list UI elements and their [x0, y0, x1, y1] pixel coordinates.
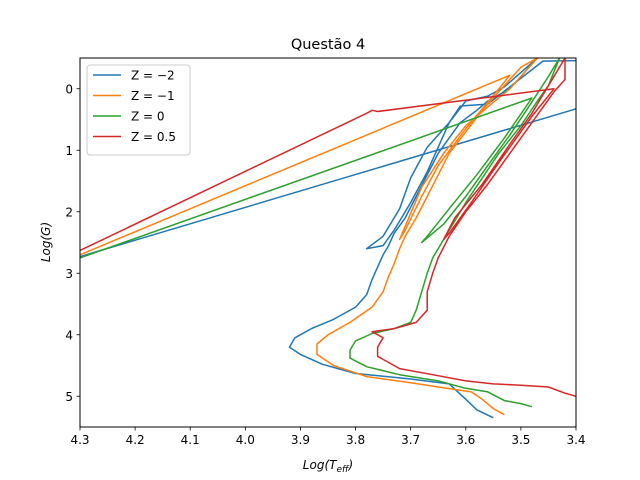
x-tick-label: 3.6 [456, 433, 475, 447]
y-tick-label: 5 [65, 390, 73, 404]
y-axis-label: Log(G) [39, 222, 53, 262]
x-tick-label: 4.2 [126, 433, 145, 447]
x-tick-label: 3.5 [511, 433, 530, 447]
legend: Z = −2 Z = −1 Z = 0 Z = 0.5 [86, 64, 191, 156]
x-axis: 4.3 4.2 4.1 4.0 3.9 3.8 3.7 3.6 3.5 3.4 [70, 427, 586, 447]
chart-title: Questão 4 [291, 37, 365, 53]
legend-label: Z = 0.5 [131, 130, 176, 144]
series-line-3 [80, 58, 576, 398]
legend-box [86, 64, 191, 156]
y-tick-label: 1 [65, 144, 73, 158]
y-tick-label: 2 [65, 205, 73, 219]
x-tick-label: 4.3 [70, 433, 89, 447]
legend-label: Z = −1 [131, 89, 175, 103]
y-tick-label: 3 [65, 267, 73, 281]
x-axis-label: Log(Teff) [303, 458, 353, 475]
y-tick-label: 0 [65, 82, 73, 96]
legend-label: Z = −2 [131, 69, 175, 83]
series-layer [80, 58, 576, 419]
x-tick-label: 3.7 [401, 433, 420, 447]
x-tick-label: 3.4 [566, 433, 585, 447]
x-tick-label: 3.8 [346, 433, 365, 447]
x-tick-label: 4.1 [181, 433, 200, 447]
legend-label: Z = 0 [131, 110, 165, 124]
series-line-1 [80, 58, 539, 416]
plot-frame [79, 57, 577, 428]
y-tick-label: 4 [65, 328, 73, 342]
x-tick-label: 3.9 [291, 433, 310, 447]
series-line-0 [80, 58, 576, 419]
y-axis: 0 1 2 3 4 5 [65, 82, 80, 404]
x-tick-label: 4.0 [236, 433, 255, 447]
